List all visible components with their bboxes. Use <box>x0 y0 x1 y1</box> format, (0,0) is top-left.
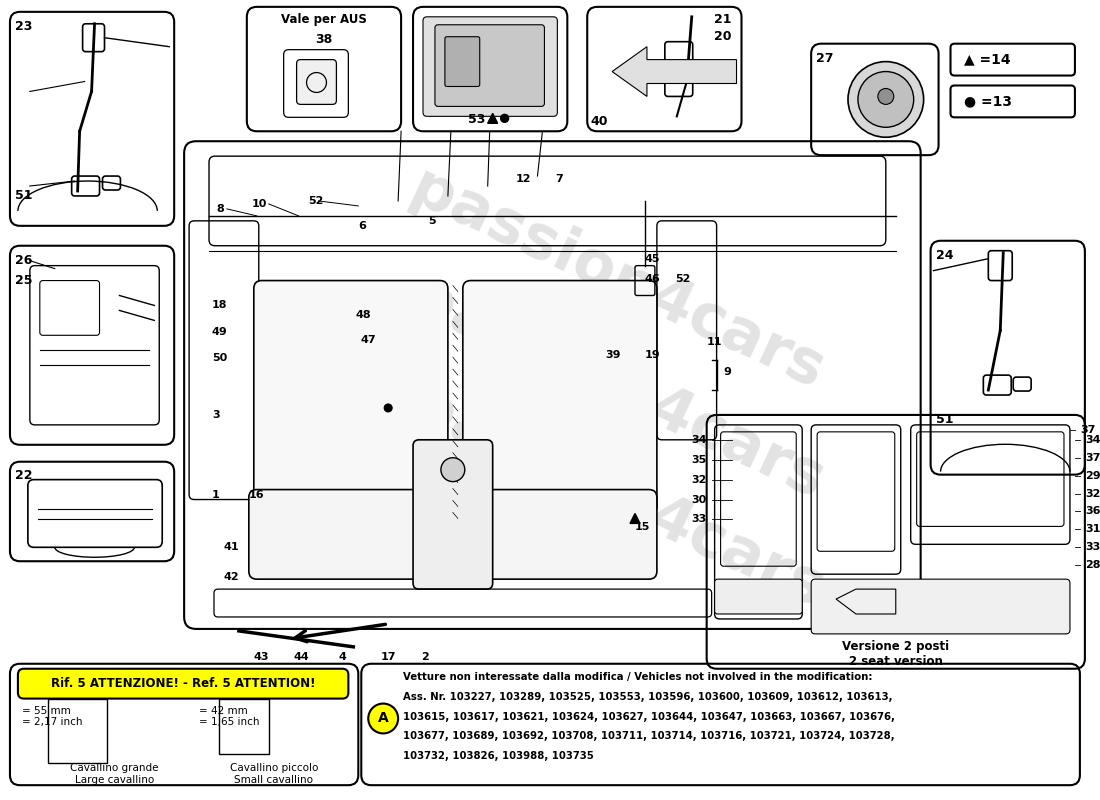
FancyBboxPatch shape <box>434 25 544 106</box>
Text: 19: 19 <box>645 350 661 360</box>
Text: 22: 22 <box>15 469 32 482</box>
Text: 36: 36 <box>1085 506 1100 517</box>
Text: 53: 53 <box>469 113 486 126</box>
Text: 52: 52 <box>308 196 323 206</box>
Text: 38: 38 <box>315 34 332 46</box>
FancyBboxPatch shape <box>458 490 657 579</box>
Text: 43: 43 <box>254 652 270 662</box>
Text: = 55 mm
= 2,17 inch: = 55 mm = 2,17 inch <box>22 706 82 727</box>
Text: 45: 45 <box>645 254 660 264</box>
Text: 6: 6 <box>359 221 366 231</box>
Text: Vetture non interessate dalla modifica / Vehicles not involved in the modificati: Vetture non interessate dalla modifica /… <box>403 672 872 682</box>
FancyBboxPatch shape <box>297 60 337 104</box>
Text: 35: 35 <box>692 454 706 465</box>
FancyBboxPatch shape <box>811 579 1070 634</box>
Circle shape <box>500 114 508 122</box>
Bar <box>47 698 108 763</box>
Text: 42: 42 <box>224 572 240 582</box>
Text: 1: 1 <box>212 490 220 499</box>
Text: 27: 27 <box>816 52 834 65</box>
Bar <box>219 698 268 754</box>
Text: 33: 33 <box>692 514 706 525</box>
Polygon shape <box>487 114 497 123</box>
Text: passion4cars: passion4cars <box>400 268 834 512</box>
Text: 50: 50 <box>212 353 228 363</box>
Text: 28: 28 <box>1085 560 1100 570</box>
Text: 103677, 103689, 103692, 103708, 103711, 103714, 103716, 103721, 103724, 103728,: 103677, 103689, 103692, 103708, 103711, … <box>403 731 894 742</box>
Text: 29: 29 <box>1085 470 1100 481</box>
Text: 4: 4 <box>339 652 346 662</box>
Text: 40: 40 <box>591 115 607 128</box>
Text: 10: 10 <box>252 199 267 209</box>
Text: passion4cars: passion4cars <box>400 378 834 622</box>
Circle shape <box>858 71 914 127</box>
Circle shape <box>368 703 398 734</box>
Circle shape <box>878 89 894 104</box>
Text: 3: 3 <box>212 410 220 420</box>
FancyBboxPatch shape <box>254 281 448 514</box>
Text: Cavallino piccolo
Small cavallino: Cavallino piccolo Small cavallino <box>230 763 318 785</box>
Text: 33: 33 <box>1085 542 1100 552</box>
Polygon shape <box>612 46 737 97</box>
Text: Ass. Nr. 103227, 103289, 103525, 103553, 103596, 103600, 103609, 103612, 103613,: Ass. Nr. 103227, 103289, 103525, 103553,… <box>403 691 892 702</box>
Text: 51: 51 <box>15 190 32 202</box>
Text: 20: 20 <box>714 30 732 43</box>
Text: 18: 18 <box>212 301 228 310</box>
Text: 46: 46 <box>645 274 661 283</box>
FancyBboxPatch shape <box>715 579 802 614</box>
Text: 37: 37 <box>1085 453 1100 462</box>
Text: 2: 2 <box>421 652 429 662</box>
Polygon shape <box>630 514 640 523</box>
Text: 34: 34 <box>691 435 706 445</box>
Circle shape <box>384 404 392 412</box>
Text: 17: 17 <box>381 652 396 662</box>
Text: 16: 16 <box>249 490 264 499</box>
Text: 39: 39 <box>605 350 620 360</box>
Text: A: A <box>377 711 388 726</box>
Text: Vale per AUS: Vale per AUS <box>280 14 366 26</box>
Text: 11: 11 <box>706 338 723 347</box>
Text: 26: 26 <box>15 254 32 267</box>
Text: ▲ =14: ▲ =14 <box>965 53 1011 66</box>
FancyBboxPatch shape <box>18 669 349 698</box>
Text: 8: 8 <box>216 204 223 214</box>
Text: 44: 44 <box>294 652 309 662</box>
Text: 34: 34 <box>1085 435 1100 445</box>
FancyBboxPatch shape <box>412 440 493 589</box>
Text: ● =13: ● =13 <box>965 94 1012 109</box>
FancyBboxPatch shape <box>463 281 657 514</box>
Text: 31: 31 <box>1085 524 1100 534</box>
Text: Rif. 5 ATTENZIONE! - Ref. 5 ATTENTION!: Rif. 5 ATTENZIONE! - Ref. 5 ATTENTION! <box>51 677 316 690</box>
Text: 51: 51 <box>936 414 953 426</box>
Text: 25: 25 <box>15 274 32 287</box>
Text: passion4cars: passion4cars <box>400 158 834 402</box>
Text: 41: 41 <box>224 542 240 552</box>
Text: 37: 37 <box>1080 425 1096 435</box>
Text: 30: 30 <box>692 494 706 505</box>
Text: 49: 49 <box>212 327 228 338</box>
Text: 47: 47 <box>361 335 376 346</box>
Circle shape <box>848 62 924 138</box>
Circle shape <box>441 458 465 482</box>
Text: 103615, 103617, 103621, 103624, 103627, 103644, 103647, 103663, 103667, 103676,: 103615, 103617, 103621, 103624, 103627, … <box>403 711 895 722</box>
Text: 21: 21 <box>714 14 732 26</box>
FancyBboxPatch shape <box>249 490 453 579</box>
Text: 15: 15 <box>635 522 650 532</box>
Text: 23: 23 <box>15 20 32 34</box>
Text: = 42 mm
= 1,65 inch: = 42 mm = 1,65 inch <box>199 706 260 727</box>
Text: Versione 2 posti
2 seat version: Versione 2 posti 2 seat version <box>843 640 949 668</box>
Text: 7: 7 <box>556 174 563 184</box>
Text: 103732, 103826, 103988, 103735: 103732, 103826, 103988, 103735 <box>403 751 594 762</box>
Text: 24: 24 <box>936 249 953 262</box>
Text: 48: 48 <box>355 310 371 320</box>
Text: 9: 9 <box>724 367 732 377</box>
Text: 52: 52 <box>674 274 690 283</box>
Text: 12: 12 <box>516 174 531 184</box>
Text: 5: 5 <box>428 216 436 226</box>
Text: 32: 32 <box>691 474 706 485</box>
Text: Cavallino grande
Large cavallino: Cavallino grande Large cavallino <box>70 763 158 785</box>
FancyBboxPatch shape <box>424 17 558 116</box>
Text: 32: 32 <box>1085 489 1100 498</box>
FancyBboxPatch shape <box>444 37 480 86</box>
